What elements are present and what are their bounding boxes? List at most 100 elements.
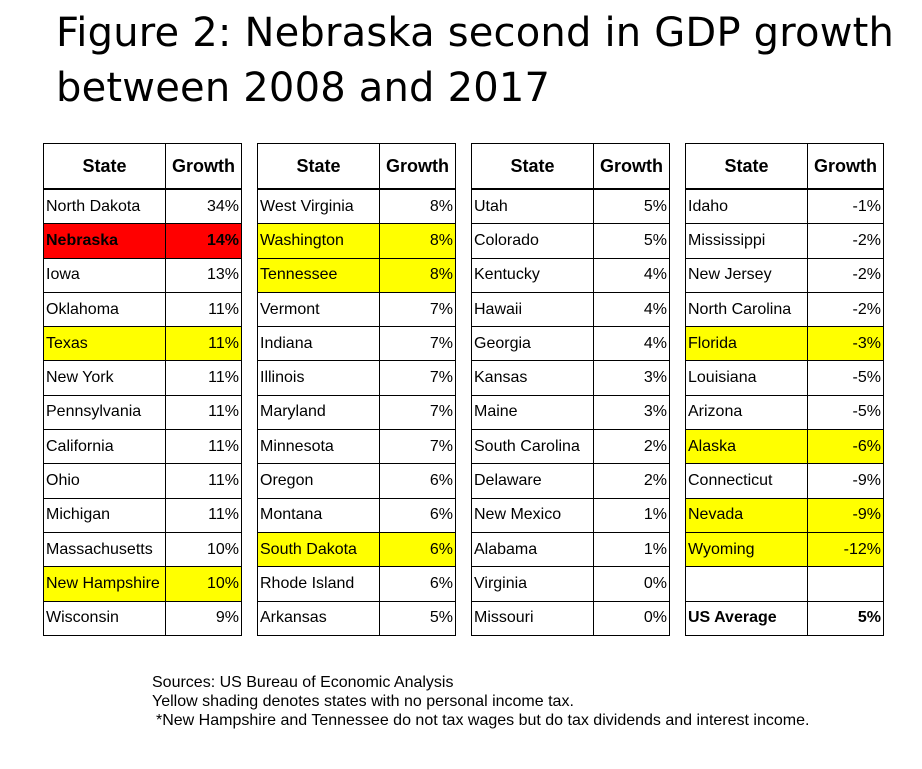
table-row: Washington 8% [257, 223, 456, 259]
sources-note: Sources: US Bureau of Economic Analysis … [152, 673, 872, 730]
table-row: Michigan 11% [43, 497, 242, 533]
table-row: New York 11% [43, 360, 242, 396]
growth-cell: 8% [379, 188, 456, 225]
table-row: Texas 11% [43, 326, 242, 362]
growth-cell: 7% [379, 326, 456, 362]
state-cell: Hawaii [471, 291, 594, 328]
state-cell: Texas [43, 326, 166, 362]
state-cell: Ohio [43, 463, 166, 499]
table-row: Kansas 3% [471, 360, 670, 396]
table-row: South Dakota 6% [257, 531, 456, 568]
table-row: Ohio 11% [43, 463, 242, 499]
table-row: US Average 5% [685, 600, 884, 636]
table-row: Indiana 7% [257, 326, 456, 362]
table-row: Missouri 0% [471, 600, 670, 636]
table-row: Oregon 6% [257, 463, 456, 499]
table-row: North Carolina -2% [685, 291, 884, 328]
state-cell: Oklahoma [43, 291, 166, 328]
growth-cell: 9% [165, 600, 242, 636]
growth-cell: 6% [379, 497, 456, 533]
state-cell: Oregon [257, 463, 380, 499]
growth-cell: 5% [379, 600, 456, 636]
table-row: Minnesota 7% [257, 429, 456, 465]
growth-column-header: Growth [379, 143, 456, 190]
state-cell: Tennessee [257, 257, 380, 293]
growth-cell: 6% [379, 566, 456, 602]
growth-cell: 4% [593, 257, 670, 293]
table-row: Oklahoma 11% [43, 291, 242, 328]
growth-cell: 1% [593, 497, 670, 533]
table-row: California 11% [43, 429, 242, 465]
state-cell: Arizona [685, 394, 808, 431]
growth-cell [807, 566, 884, 602]
table-row: Colorado 5% [471, 223, 670, 259]
growth-cell: -1% [807, 188, 884, 225]
table-row: Georgia 4% [471, 326, 670, 362]
state-cell: Virginia [471, 566, 594, 602]
growth-cell: 8% [379, 257, 456, 293]
table-row: Vermont 7% [257, 291, 456, 328]
state-column-header: State [43, 143, 166, 190]
growth-cell: -2% [807, 291, 884, 328]
state-cell: California [43, 429, 166, 465]
state-cell: North Carolina [685, 291, 808, 328]
source-line: Sources: US Bureau of Economic Analysis [152, 674, 454, 691]
state-column-header: State [471, 143, 594, 190]
growth-table-1: State Growth North Dakota 34% Nebraska 14% I… [43, 143, 242, 636]
table-row: Pennsylvania 11% [43, 394, 242, 431]
growth-table-3: State Growth Utah 5% Colorado 5% Kentucky 4% H… [471, 143, 670, 636]
state-cell: Illinois [257, 360, 380, 396]
state-column-header: State [685, 143, 808, 190]
growth-cell: 7% [379, 429, 456, 465]
table-row: New Mexico 1% [471, 497, 670, 533]
state-cell: Indiana [257, 326, 380, 362]
growth-cell: -3% [807, 326, 884, 362]
state-cell [685, 566, 808, 602]
state-cell: South Carolina [471, 429, 594, 465]
growth-cell: 14% [165, 223, 242, 259]
growth-table-2: State Growth West Virginia 8% Washington 8%… [257, 143, 456, 636]
state-cell: Idaho [685, 188, 808, 225]
table-row: Maryland 7% [257, 394, 456, 431]
table-row: North Dakota 34% [43, 188, 242, 225]
growth-cell: -2% [807, 257, 884, 293]
table-row: Wyoming -12% [685, 531, 884, 568]
state-cell: Mississippi [685, 223, 808, 259]
table-row: New Hampshire 10% [43, 566, 242, 602]
growth-cell: 2% [593, 463, 670, 499]
state-cell: Utah [471, 188, 594, 225]
growth-column-header: Growth [807, 143, 884, 190]
table-row: Virginia 0% [471, 566, 670, 602]
growth-cell: 5% [807, 600, 884, 636]
state-cell: Wyoming [685, 531, 808, 568]
state-cell: New Mexico [471, 497, 594, 533]
state-cell: West Virginia [257, 188, 380, 225]
growth-cell: -2% [807, 223, 884, 259]
state-cell: Nebraska [43, 223, 166, 259]
table-row: Kentucky 4% [471, 257, 670, 293]
table-row [685, 566, 884, 602]
table-row: South Carolina 2% [471, 429, 670, 465]
table-row: Delaware 2% [471, 463, 670, 499]
growth-cell: 34% [165, 188, 242, 225]
growth-cell: 5% [593, 223, 670, 259]
state-cell: Montana [257, 497, 380, 533]
state-cell: Minnesota [257, 429, 380, 465]
growth-cell: 8% [379, 223, 456, 259]
state-cell: Maine [471, 394, 594, 431]
state-cell: Vermont [257, 291, 380, 328]
growth-cell: 7% [379, 291, 456, 328]
growth-cell: 7% [379, 360, 456, 396]
growth-cell: -9% [807, 463, 884, 499]
table-header-row: State Growth [471, 143, 670, 190]
table-row: Mississippi -2% [685, 223, 884, 259]
growth-cell: -5% [807, 394, 884, 431]
state-cell: Delaware [471, 463, 594, 499]
state-cell: New Jersey [685, 257, 808, 293]
growth-cell: 11% [165, 394, 242, 431]
figure-title-line-1: Figure 2: Nebraska second in GDP growth [56, 10, 895, 56]
table-row: Nevada -9% [685, 497, 884, 533]
state-cell: Georgia [471, 326, 594, 362]
growth-cell: 4% [593, 291, 670, 328]
growth-cell: -6% [807, 429, 884, 465]
